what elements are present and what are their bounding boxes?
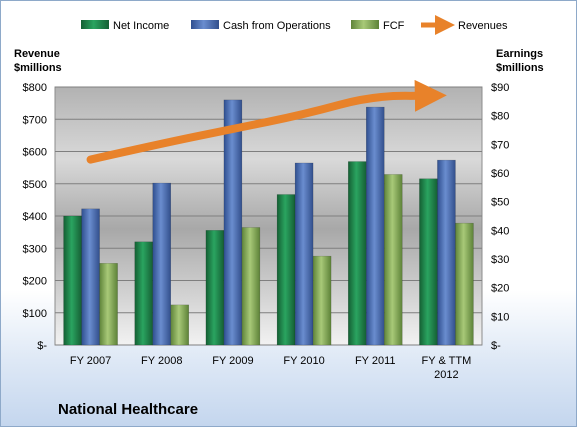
revenue-line [86,79,447,164]
right-tick-label: $30 [491,254,509,266]
bar-net-income [276,194,296,346]
right-tick-label: $10 [491,311,509,323]
legend-label-net-income: Net Income [113,20,169,32]
bar-cash-from-operations [152,182,171,346]
legend-label-revenues: Revenues [458,20,508,32]
left-tick-label: $500 [23,179,47,191]
left-tick-label: $400 [23,211,47,223]
right-tick-label: $- [491,340,501,352]
bar-cash-from-operations [437,159,456,346]
left-tick-label: $- [37,340,47,352]
category-label: FY 2007 [70,355,111,367]
right-tick-label: $90 [491,82,509,94]
left-tick-label: $800 [23,82,47,94]
category-labels: FY 2007 FY 2008 FY 2009 FY 2010 FY 2011 FY & … [70,355,471,381]
right-tick-label: $70 [491,139,509,151]
right-axis-label-line2: $millions [496,62,544,74]
bars [63,99,474,346]
bar-cash-from-operations [223,99,243,346]
left-axis-label-line1: Revenue [14,48,60,60]
right-axis-label-line1: Earnings [496,48,543,60]
left-tick-label: $200 [23,276,47,288]
bar-net-income [63,215,82,346]
bar-fcf [455,222,474,346]
category-label: FY 2008 [141,355,182,367]
chart-title: National Healthcare [58,401,198,418]
legend-swatch-net-income [81,20,109,29]
bar-cash-from-operations [294,162,314,346]
right-tick-label: $60 [491,168,509,180]
left-axis-ticks: $- $100 $200 $300 $400 $500 $600 $700 $800 [23,82,48,352]
bar-cash-from-operations [366,106,385,346]
bar-net-income [419,178,438,346]
legend: Net Income Cash from Operations FCF Reve… [81,15,508,35]
bar-fcf [241,227,261,346]
right-tick-label: $50 [491,197,509,209]
bar-fcf [384,174,403,346]
category-label: FY 2009 [212,355,253,367]
bar-net-income [348,161,367,346]
bar-cash-from-operations [81,208,100,346]
bar-net-income [134,241,153,346]
category-label: FY 2011 [355,355,396,367]
bar-fcf [99,263,118,346]
right-axis-ticks: $- $10 $20 $30 $40 $50 $60 $70 $80 $90 [491,82,509,352]
legend-swatch-cash-from-operations [191,20,219,29]
category-label: FY 2010 [283,355,324,367]
bar-fcf [312,255,332,346]
right-tick-label: $80 [491,111,509,123]
left-axis-label-line2: $millions [14,62,62,74]
bar-net-income [205,230,225,346]
revenue-series-line [86,79,447,164]
category-label: FY & TTM 2012 [422,355,472,381]
legend-label-fcf: FCF [383,20,405,32]
right-tick-label: $20 [491,283,509,295]
left-tick-label: $100 [23,308,47,320]
legend-label-cash-from-operations: Cash from Operations [223,20,331,32]
bar-fcf [170,304,189,346]
gridlines [55,86,482,346]
left-tick-label: $300 [23,243,47,255]
left-tick-label: $700 [23,114,47,126]
left-tick-label: $600 [23,147,47,159]
right-tick-label: $40 [491,225,509,237]
legend-swatch-fcf [351,20,379,29]
